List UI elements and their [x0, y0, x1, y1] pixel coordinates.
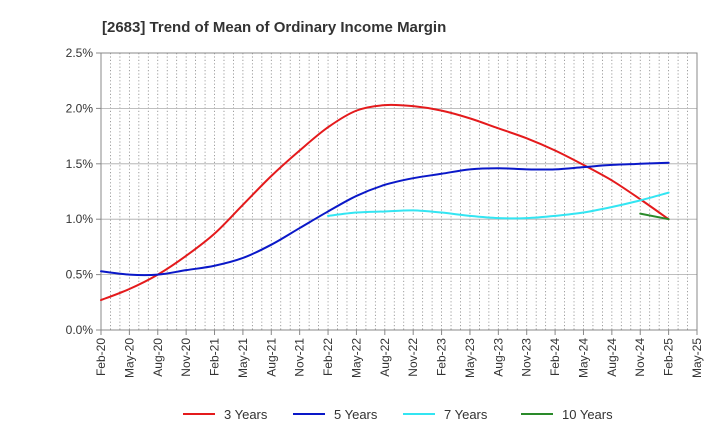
- x-tick-label: Feb-22: [321, 338, 335, 376]
- series-lines: [100, 103, 670, 302]
- x-tick-label: Nov-21: [293, 338, 307, 377]
- axes: 0.0% 0.5% 1.0% 1.5% 2.0% 2.5% Feb-20 May-20 Aug-…: [66, 46, 704, 378]
- grid-lines: [100, 53, 698, 330]
- x-tick-label: Aug-21: [264, 338, 278, 377]
- x-tick-label: Aug-23: [491, 338, 505, 377]
- x-tick-label: May-22: [349, 338, 363, 378]
- y-tick-label: 1.5%: [66, 157, 94, 171]
- x-tick-label: Nov-23: [520, 338, 534, 377]
- x-tick-label: May-24: [576, 338, 590, 378]
- x-tick-label: Nov-20: [179, 338, 193, 377]
- series-line-10-years: [639, 212, 670, 221]
- series-line-7-years: [327, 191, 670, 220]
- x-tick-label: May-20: [122, 338, 136, 378]
- x-tick-label: Feb-24: [548, 338, 562, 376]
- y-tick-label: 2.5%: [66, 46, 94, 60]
- y-tick-label: 0.5%: [66, 268, 94, 282]
- series-line-5-years: [100, 161, 670, 277]
- legend-label-7-years: 7 Years: [444, 407, 488, 422]
- y-tick-label: 0.0%: [66, 323, 94, 337]
- chart-title: [2683] Trend of Mean of Ordinary Income …: [102, 19, 446, 36]
- x-tick-label: Feb-25: [662, 338, 676, 376]
- x-tick-label: Nov-22: [406, 338, 420, 377]
- legend-label-3-years: 3 Years: [224, 407, 268, 422]
- x-tick-label: Feb-23: [435, 338, 449, 376]
- series-line-3-years: [100, 103, 670, 302]
- legend-label-5-years: 5 Years: [334, 407, 378, 422]
- y-tick-label: 2.0%: [66, 101, 94, 115]
- x-tick-label: May-21: [236, 338, 250, 378]
- x-tick-label: Feb-21: [208, 338, 222, 376]
- plot-border: [100, 52, 698, 331]
- plot-area: [101, 53, 697, 330]
- x-tick-label: May-23: [463, 338, 477, 378]
- x-tick-label: Nov-24: [633, 338, 647, 377]
- x-tick-label: May-25: [690, 338, 704, 378]
- x-tick-label: Aug-24: [605, 338, 619, 377]
- legend-label-10-years: 10 Years: [562, 407, 613, 422]
- legend: 3 Years 5 Years 7 Years 10 Years: [183, 407, 613, 422]
- x-tick-label: Feb-20: [94, 338, 108, 376]
- x-tick-label: Aug-22: [378, 338, 392, 377]
- x-tick-label: Aug-20: [151, 338, 165, 377]
- y-tick-label: 1.0%: [66, 212, 94, 226]
